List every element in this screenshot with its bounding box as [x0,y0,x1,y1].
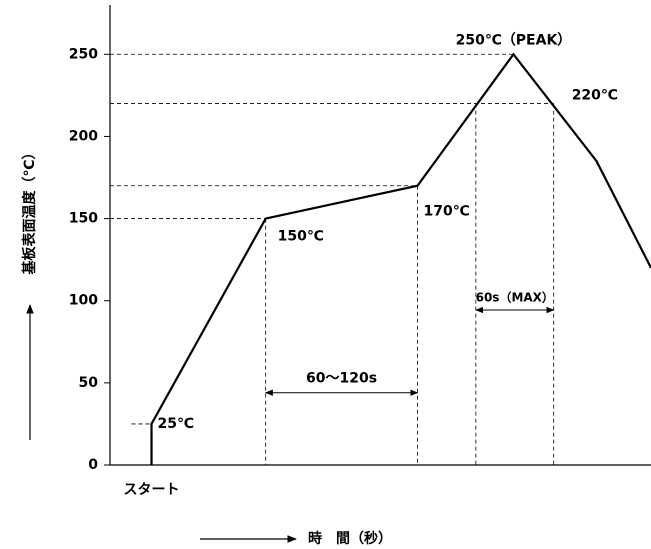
level-label: 220℃ [572,88,618,104]
point-label: 150℃ [278,229,324,245]
profile-line [150,52,651,465]
point-label: 170℃ [423,204,469,220]
y-tick-label: 100 [69,293,98,309]
y-tick-label: 50 [79,375,99,391]
point-label: 25℃ [158,416,194,432]
x-tick-label: スタート [124,482,180,498]
y-tick-label: 0 [88,457,98,473]
y-tick-label: 150 [69,211,98,227]
x-axis-label: 時 間（秒） [308,530,392,547]
y-tick-label: 250 [69,46,98,62]
y-axis-label: 基板表面温度（℃） [21,146,38,275]
span-label: 60～120s [306,371,377,387]
span-label: 60s（MAX） [476,290,554,305]
y-tick-label: 200 [69,128,98,144]
point-label: 250℃（PEAK） [456,32,572,48]
